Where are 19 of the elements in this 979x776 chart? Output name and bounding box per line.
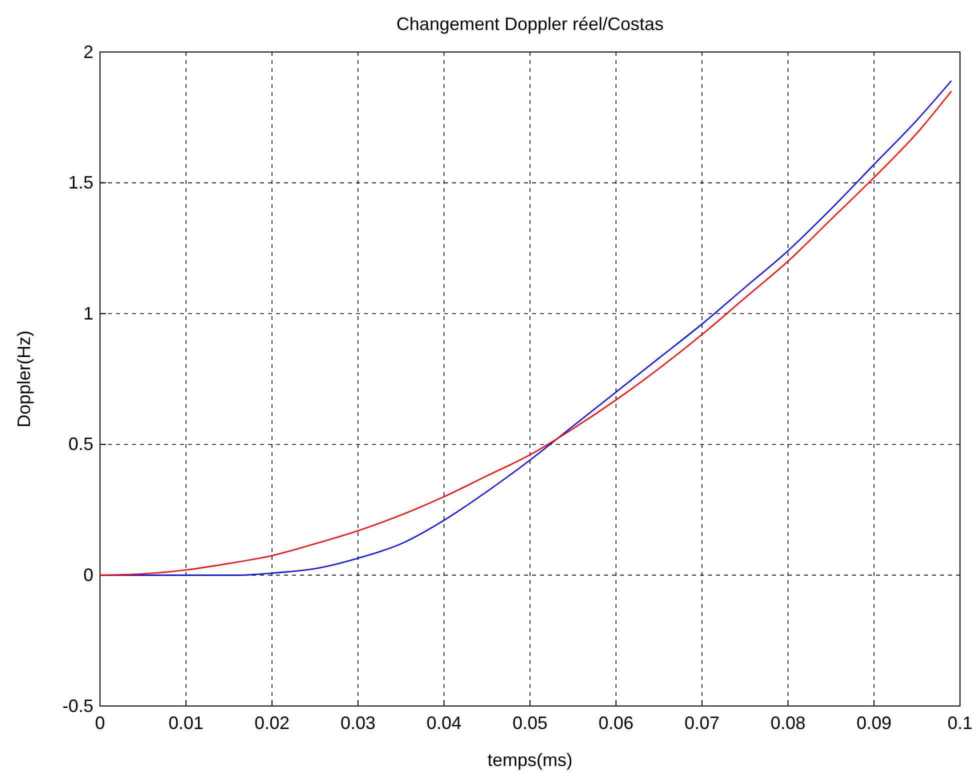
chart-title: Changement Doppler réel/Costas (396, 14, 664, 34)
x-tick-label: 0.06 (598, 712, 634, 733)
y-tick-label: 0 (83, 564, 94, 585)
y-tick-label: 0.5 (68, 434, 94, 454)
x-axis-title: temps(ms) (488, 750, 572, 770)
x-tick-label: 0.04 (426, 712, 462, 733)
y-tick-label: 2 (83, 42, 94, 62)
x-tick-label: 0.1 (947, 712, 973, 733)
x-tick-label: 0.07 (684, 712, 720, 733)
x-tick-label: 0.09 (856, 712, 892, 733)
y-tick-label: 1 (83, 303, 94, 324)
x-tick-label: 0.03 (340, 712, 376, 733)
x-tick-label: 0.05 (512, 712, 548, 733)
y-tick-label: 1.5 (68, 172, 94, 193)
x-tick-label: 0.02 (254, 712, 290, 733)
x-tick-label: 0.01 (168, 712, 204, 733)
x-tick-label: 0.08 (770, 712, 806, 733)
y-axis-title: Doppler(Hz) (14, 330, 34, 428)
y-tick-label: -0.5 (62, 696, 94, 716)
